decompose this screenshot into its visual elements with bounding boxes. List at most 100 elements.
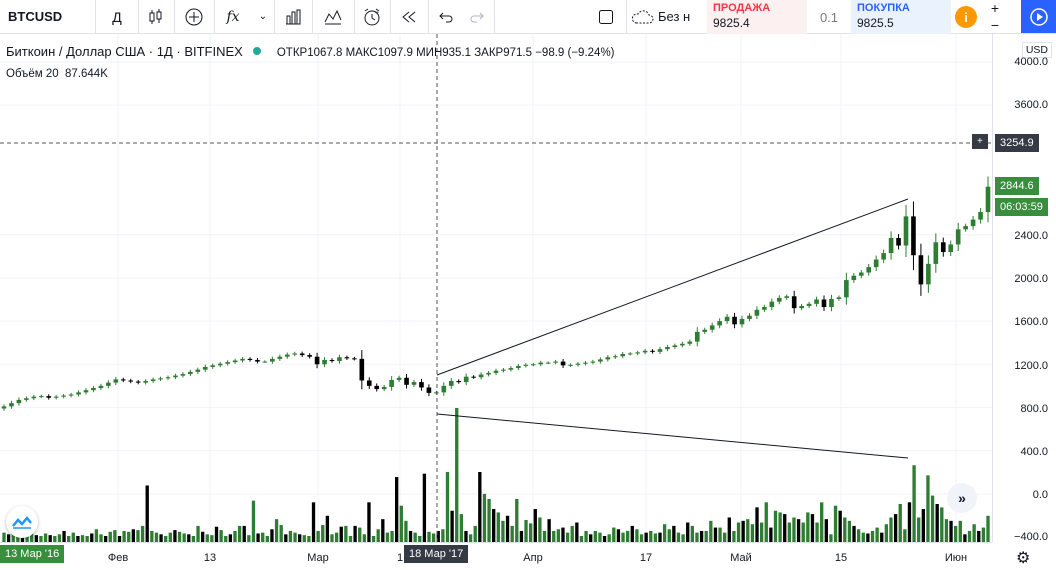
candles-icon[interactable] xyxy=(138,0,175,33)
volume-bar xyxy=(783,514,787,542)
volume-bar xyxy=(71,532,75,542)
candle-body xyxy=(180,373,186,376)
volume-bar xyxy=(20,536,25,542)
gear-icon[interactable]: ⚙ xyxy=(1016,550,1031,567)
volume-bar xyxy=(478,472,482,542)
crosshair-date-badge: 18 Мар '17 xyxy=(404,545,469,563)
rewind-icon[interactable] xyxy=(390,0,429,33)
info-icon[interactable]: i xyxy=(955,6,977,28)
volume-bar xyxy=(787,522,792,542)
volume-bar xyxy=(519,530,524,542)
candle-body xyxy=(709,325,715,330)
undo-icon[interactable] xyxy=(432,0,460,33)
volume-bar xyxy=(796,519,801,542)
candle-body xyxy=(314,356,320,365)
volume-bar xyxy=(815,522,819,542)
volume-bar xyxy=(76,536,80,542)
volume-bar xyxy=(510,525,514,542)
add-alert-icon[interactable]: + xyxy=(972,134,988,149)
candle-body xyxy=(463,376,469,383)
candle-body xyxy=(240,358,245,361)
buy-label: ПОКУПКА xyxy=(857,2,910,14)
symbol-search-button[interactable]: BTCUSD xyxy=(0,0,96,33)
scroll-to-realtime-button[interactable]: » xyxy=(947,483,977,513)
candle-body xyxy=(381,386,387,390)
candle-body xyxy=(344,357,350,359)
tradingview-logo-icon[interactable] xyxy=(6,506,38,538)
candle-body xyxy=(762,307,767,310)
trend-line-upper[interactable] xyxy=(436,198,909,376)
price-chart[interactable] xyxy=(0,34,992,542)
time-label: 13 xyxy=(203,552,217,564)
sell-button[interactable]: ПРОДАЖА 9825.4 xyxy=(707,0,807,34)
fx-icon[interactable]: 𝑓x xyxy=(226,8,240,25)
volume-bar xyxy=(686,522,690,542)
volume-bar xyxy=(159,534,163,542)
square-icon[interactable] xyxy=(586,0,627,33)
volume-bar xyxy=(667,529,671,542)
last-price-badge: 2844.6 xyxy=(995,177,1039,195)
volume-bar xyxy=(963,534,967,542)
candle-body xyxy=(448,381,454,386)
volume-bar xyxy=(644,532,648,542)
volume-bar xyxy=(251,500,256,542)
volume-bar xyxy=(150,530,154,542)
play-icon[interactable] xyxy=(1021,0,1056,33)
volume-bar xyxy=(311,502,316,542)
volume-bar xyxy=(413,532,417,542)
volume-bar xyxy=(330,534,334,542)
volume-bar xyxy=(404,520,408,542)
volume-bar xyxy=(935,504,939,542)
price-label: 2400.0 xyxy=(1014,230,1048,242)
candle-body xyxy=(322,359,327,365)
candle-body xyxy=(270,358,275,362)
volume-bar xyxy=(103,536,108,542)
sell-label: ПРОДАЖА xyxy=(713,2,771,14)
volume-bar xyxy=(810,514,815,542)
chevron-down-icon[interactable]: ⌄ xyxy=(252,0,275,33)
volume-bar xyxy=(866,533,870,542)
plus-button[interactable]: + xyxy=(990,0,1000,16)
candle-body xyxy=(389,379,394,387)
volume-bar xyxy=(690,525,695,542)
templates-icon[interactable] xyxy=(312,0,355,33)
volume-bar xyxy=(552,530,556,542)
candle-body xyxy=(836,297,842,299)
plus-circle-icon[interactable] xyxy=(174,0,215,33)
candle-body xyxy=(113,379,119,383)
volume-bar xyxy=(565,532,570,542)
volume-bar xyxy=(182,533,186,542)
time-label: 17 xyxy=(639,552,653,564)
open-label: ОТКР xyxy=(276,47,308,59)
volume-bar xyxy=(893,514,898,542)
interval-button[interactable]: Д xyxy=(96,0,139,33)
candle-body xyxy=(612,356,618,358)
candle-body xyxy=(91,388,96,391)
price-axis[interactable]: USD 4000.0 3600.0 2400.0 2000.0 1600.0 1… xyxy=(992,34,1056,543)
time-axis[interactable]: Фев 13 Мар 1 Апр 17 Май 15 Июн xyxy=(0,542,992,570)
buy-button[interactable]: ПОКУПКА 9825.5 xyxy=(851,0,951,34)
volume-bar xyxy=(949,520,953,542)
candle-body xyxy=(747,315,752,319)
trend-lines[interactable] xyxy=(436,198,909,459)
volume-bar xyxy=(237,525,242,542)
cloud-save-button[interactable]: Без н xyxy=(630,0,706,33)
alarm-clock-icon[interactable]: + xyxy=(354,0,391,33)
volume-bar xyxy=(427,531,431,542)
volume-bar xyxy=(431,533,436,542)
candle-body xyxy=(284,354,290,357)
redo-icon[interactable] xyxy=(460,0,495,33)
candle-body xyxy=(545,362,551,364)
volume-bar xyxy=(639,534,644,542)
candle-body xyxy=(419,382,424,388)
trend-line-lower[interactable] xyxy=(436,413,909,459)
volume-bar xyxy=(418,536,422,542)
volume-bar xyxy=(94,529,99,542)
volume-bar xyxy=(210,535,214,542)
bars-icon[interactable] xyxy=(274,0,313,33)
currency-label[interactable]: USD xyxy=(1021,42,1052,58)
candle-body xyxy=(329,359,335,362)
minus-button[interactable]: − xyxy=(990,17,1000,33)
volume-bar xyxy=(200,531,205,542)
volume-bar xyxy=(958,520,962,542)
